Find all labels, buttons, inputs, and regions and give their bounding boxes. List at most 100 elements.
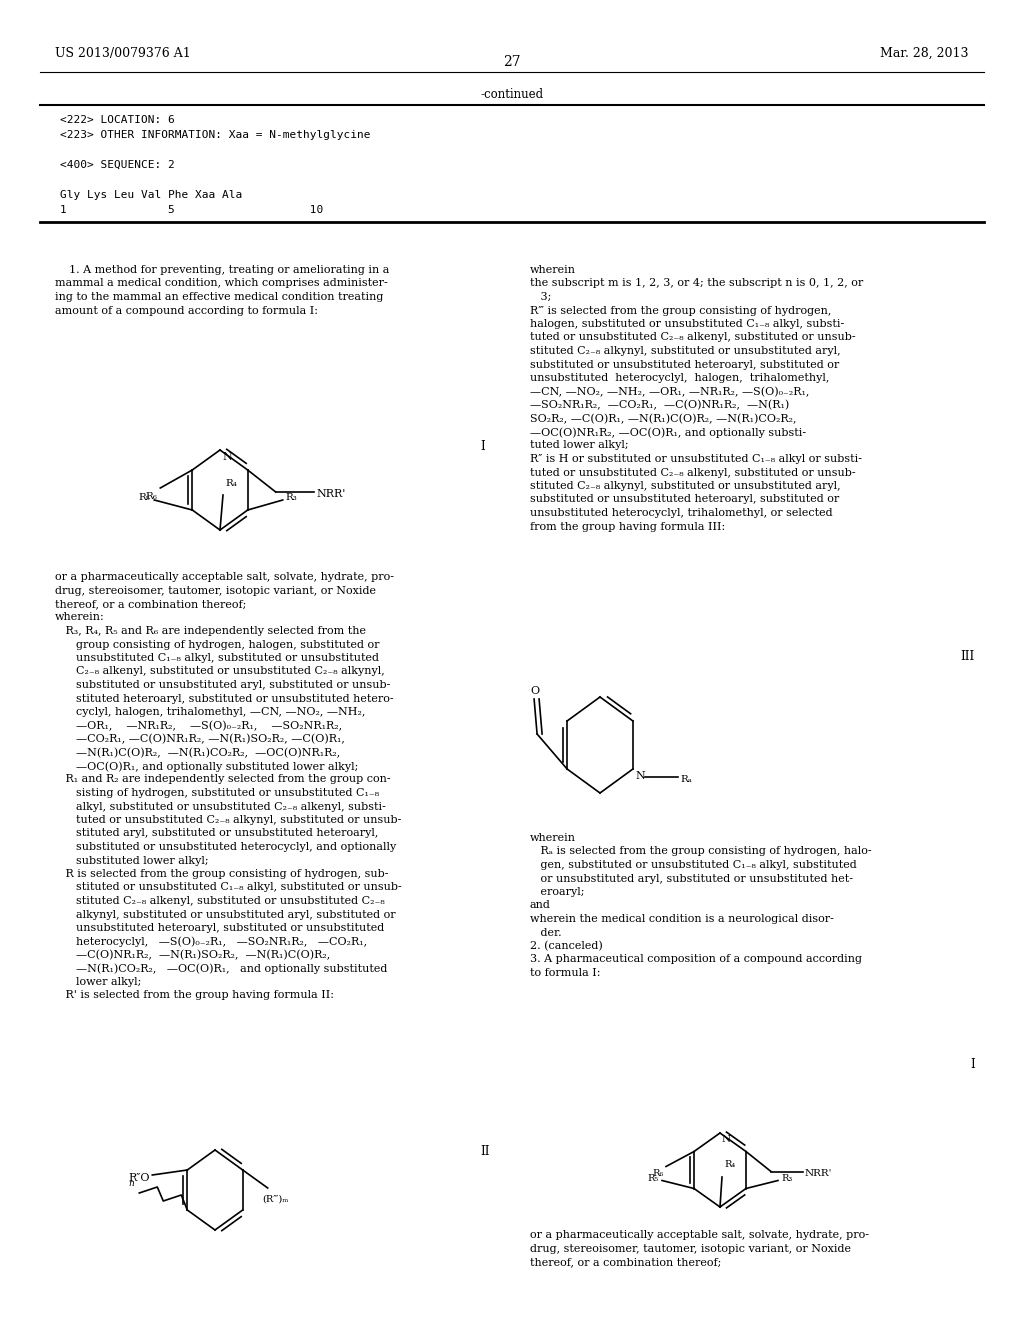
Text: alkyl, substituted or unsubstituted C₂₋₈ alkenyl, substi-: alkyl, substituted or unsubstituted C₂₋₈…	[55, 801, 386, 812]
Text: from the group having formula III:: from the group having formula III:	[530, 521, 725, 532]
Text: substituted or unsubstituted aryl, substituted or unsub-: substituted or unsubstituted aryl, subst…	[55, 680, 390, 690]
Text: drug, stereoisomer, tautomer, isotopic variant, or Noxide: drug, stereoisomer, tautomer, isotopic v…	[55, 586, 376, 595]
Text: ing to the mammal an effective medical condition treating: ing to the mammal an effective medical c…	[55, 292, 383, 302]
Text: unsubstituted  heterocyclyl,  halogen,  trihalomethyl,: unsubstituted heterocyclyl, halogen, tri…	[530, 374, 829, 383]
Text: gen, substituted or unsubstituted C₁₋₈ alkyl, substituted: gen, substituted or unsubstituted C₁₋₈ a…	[530, 861, 857, 870]
Text: thereof, or a combination thereof;: thereof, or a combination thereof;	[55, 599, 247, 609]
Text: <222> LOCATION: 6: <222> LOCATION: 6	[60, 115, 175, 125]
Text: N: N	[722, 1135, 731, 1144]
Text: substituted lower alkyl;: substituted lower alkyl;	[55, 855, 209, 866]
Text: unsubstituted heteroaryl, substituted or unsubstituted: unsubstituted heteroaryl, substituted or…	[55, 923, 384, 933]
Text: —OC(O)R₁, and optionally substituted lower alkyl;: —OC(O)R₁, and optionally substituted low…	[55, 762, 358, 772]
Text: Gly Lys Leu Val Phe Xaa Ala: Gly Lys Leu Val Phe Xaa Ala	[60, 190, 243, 201]
Text: I: I	[971, 1059, 975, 1071]
Text: R₃, R₄, R₅ and R₆ are independently selected from the: R₃, R₄, R₅ and R₆ are independently sele…	[55, 626, 366, 636]
Text: 2. (canceled): 2. (canceled)	[530, 941, 603, 952]
Text: III: III	[961, 649, 975, 663]
Text: NRR': NRR'	[316, 488, 346, 499]
Text: <223> OTHER INFORMATION: Xaa = N-methylglycine: <223> OTHER INFORMATION: Xaa = N-methylg…	[60, 129, 371, 140]
Text: R is selected from the group consisting of hydrogen, sub-: R is selected from the group consisting …	[55, 869, 388, 879]
Text: US 2013/0079376 A1: US 2013/0079376 A1	[55, 48, 190, 59]
Text: —CO₂R₁, —C(O)NR₁R₂, —N(R₁)SO₂R₂, —C(O)R₁,: —CO₂R₁, —C(O)NR₁R₂, —N(R₁)SO₂R₂, —C(O)R₁…	[55, 734, 345, 744]
Text: to formula I:: to formula I:	[530, 968, 600, 978]
Text: -continued: -continued	[480, 88, 544, 102]
Text: wherein:: wherein:	[55, 612, 104, 623]
Text: —OC(O)NR₁R₂, —OC(O)R₁, and optionally substi-: —OC(O)NR₁R₂, —OC(O)R₁, and optionally su…	[530, 426, 806, 437]
Text: tuted or unsubstituted C₂₋₈ alkenyl, substituted or unsub-: tuted or unsubstituted C₂₋₈ alkenyl, sub…	[530, 333, 856, 342]
Text: II: II	[480, 1144, 489, 1158]
Text: O: O	[530, 686, 540, 696]
Text: Mar. 28, 2013: Mar. 28, 2013	[881, 48, 969, 59]
Text: R″ is H or substituted or unsubstituted C₁₋₈ alkyl or substi-: R″ is H or substituted or unsubstituted …	[530, 454, 862, 465]
Text: Rₐ is selected from the group consisting of hydrogen, halo-: Rₐ is selected from the group consisting…	[530, 846, 871, 857]
Text: —OR₁,    —NR₁R₂,    —S(O)₀₋₂R₁,    —SO₂NR₁R₂,: —OR₁, —NR₁R₂, —S(O)₀₋₂R₁, —SO₂NR₁R₂,	[55, 721, 342, 731]
Text: mammal a medical condition, which comprises administer-: mammal a medical condition, which compri…	[55, 279, 388, 289]
Text: tuted or unsubstituted C₂₋₈ alkenyl, substituted or unsub-: tuted or unsubstituted C₂₋₈ alkenyl, sub…	[530, 467, 856, 478]
Text: R₅: R₅	[138, 494, 151, 503]
Text: the subscript m is 1, 2, 3, or 4; the subscript n is 0, 1, 2, or: the subscript m is 1, 2, 3, or 4; the su…	[530, 279, 863, 289]
Text: 1. A method for preventing, treating or ameliorating in a: 1. A method for preventing, treating or …	[55, 265, 389, 275]
Text: SO₂R₂, —C(O)R₁, —N(R₁)C(O)R₂, —N(R₁)CO₂R₂,: SO₂R₂, —C(O)R₁, —N(R₁)C(O)R₂, —N(R₁)CO₂R…	[530, 413, 797, 424]
Text: R₆: R₆	[652, 1170, 664, 1179]
Text: substituted or unsubstituted heterocyclyl, and optionally: substituted or unsubstituted heterocycly…	[55, 842, 396, 851]
Text: stituted heteroaryl, substituted or unsubstituted hetero-: stituted heteroaryl, substituted or unsu…	[55, 693, 393, 704]
Text: substituted or unsubstituted heteroaryl, substituted or: substituted or unsubstituted heteroaryl,…	[530, 359, 840, 370]
Text: lower alkyl;: lower alkyl;	[55, 977, 141, 987]
Text: <400> SEQUENCE: 2: <400> SEQUENCE: 2	[60, 160, 175, 170]
Text: heterocyclyl,   —S(O)₀₋₂R₁,   —SO₂NR₁R₂,   —CO₂R₁,: heterocyclyl, —S(O)₀₋₂R₁, —SO₂NR₁R₂, —CO…	[55, 936, 368, 946]
Text: R' is selected from the group having formula II:: R' is selected from the group having for…	[55, 990, 334, 1001]
Text: stituted aryl, substituted or unsubstituted heteroaryl,: stituted aryl, substituted or unsubstitu…	[55, 829, 379, 838]
Text: sisting of hydrogen, substituted or unsubstituted C₁₋₈: sisting of hydrogen, substituted or unsu…	[55, 788, 379, 799]
Text: R″O: R″O	[129, 1173, 151, 1183]
Text: tuted lower alkyl;: tuted lower alkyl;	[530, 441, 629, 450]
Text: substituted or unsubstituted heteroaryl, substituted or: substituted or unsubstituted heteroaryl,…	[530, 495, 840, 504]
Text: der.: der.	[530, 928, 561, 937]
Text: thereof, or a combination thereof;: thereof, or a combination thereof;	[530, 1257, 721, 1267]
Text: halogen, substituted or unsubstituted C₁₋₈ alkyl, substi-: halogen, substituted or unsubstituted C₁…	[530, 319, 844, 329]
Text: stituted or unsubstituted C₁₋₈ alkyl, substituted or unsub-: stituted or unsubstituted C₁₋₈ alkyl, su…	[55, 883, 401, 892]
Text: —SO₂NR₁R₂,  —CO₂R₁,  —C(O)NR₁R₂,  —N(R₁): —SO₂NR₁R₂, —CO₂R₁, —C(O)NR₁R₂, —N(R₁)	[530, 400, 790, 411]
Text: 3. A pharmaceutical composition of a compound according: 3. A pharmaceutical composition of a com…	[530, 954, 862, 965]
Text: stituted C₂₋₈ alkenyl, substituted or unsubstituted C₂₋₈: stituted C₂₋₈ alkenyl, substituted or un…	[55, 896, 385, 906]
Text: R₅: R₅	[648, 1173, 659, 1183]
Text: R₁ and R₂ are independently selected from the group con-: R₁ and R₂ are independently selected fro…	[55, 775, 390, 784]
Text: and: and	[530, 900, 551, 911]
Text: wherein the medical condition is a neurological disor-: wherein the medical condition is a neuro…	[530, 913, 834, 924]
Text: cyclyl, halogen, trihalomethyl, —CN, —NO₂, —NH₂,: cyclyl, halogen, trihalomethyl, —CN, —NO…	[55, 708, 366, 717]
Text: or a pharmaceutically acceptable salt, solvate, hydrate, pro-: or a pharmaceutically acceptable salt, s…	[55, 572, 394, 582]
Text: R₄: R₄	[724, 1160, 735, 1170]
Text: Rₐ: Rₐ	[681, 775, 693, 784]
Text: NRR': NRR'	[805, 1170, 833, 1177]
Text: R₃: R₃	[286, 494, 297, 503]
Text: N: N	[222, 451, 231, 462]
Text: R₃: R₃	[781, 1173, 793, 1183]
Text: stituted C₂₋₈ alkynyl, substituted or unsubstituted aryl,: stituted C₂₋₈ alkynyl, substituted or un…	[530, 480, 841, 491]
Text: amount of a compound according to formula I:: amount of a compound according to formul…	[55, 305, 318, 315]
Text: —N(R₁)CO₂R₂,   —OC(O)R₁,   and optionally substituted: —N(R₁)CO₂R₂, —OC(O)R₁, and optionally su…	[55, 964, 387, 974]
Text: I: I	[480, 440, 484, 453]
Text: —C(O)NR₁R₂,  —N(R₁)SO₂R₂,  —N(R₁)C(O)R₂,: —C(O)NR₁R₂, —N(R₁)SO₂R₂, —N(R₁)C(O)R₂,	[55, 950, 331, 961]
Text: eroaryl;: eroaryl;	[530, 887, 585, 898]
Text: tuted or unsubstituted C₂₋₈ alkynyl, substituted or unsub-: tuted or unsubstituted C₂₋₈ alkynyl, sub…	[55, 814, 401, 825]
Text: C₂₋₈ alkenyl, substituted or unsubstituted C₂₋₈ alkynyl,: C₂₋₈ alkenyl, substituted or unsubstitut…	[55, 667, 385, 676]
Text: R‴ is selected from the group consisting of hydrogen,: R‴ is selected from the group consisting…	[530, 305, 831, 315]
Text: wherein: wherein	[530, 833, 575, 843]
Text: R₆: R₆	[145, 492, 158, 502]
Text: group consisting of hydrogen, halogen, substituted or: group consisting of hydrogen, halogen, s…	[55, 639, 380, 649]
Text: or a pharmaceutically acceptable salt, solvate, hydrate, pro-: or a pharmaceutically acceptable salt, s…	[530, 1230, 869, 1239]
Text: R₄: R₄	[225, 479, 237, 488]
Text: 3;: 3;	[530, 292, 551, 302]
Text: wherein: wherein	[530, 265, 575, 275]
Text: 27: 27	[503, 55, 521, 69]
Text: stituted C₂₋₈ alkynyl, substituted or unsubstituted aryl,: stituted C₂₋₈ alkynyl, substituted or un…	[530, 346, 841, 356]
Text: n: n	[129, 1179, 134, 1188]
Text: 1               5                    10: 1 5 10	[60, 205, 324, 215]
Text: unsubstituted C₁₋₈ alkyl, substituted or unsubstituted: unsubstituted C₁₋₈ alkyl, substituted or…	[55, 653, 379, 663]
Text: alkynyl, substituted or unsubstituted aryl, substituted or: alkynyl, substituted or unsubstituted ar…	[55, 909, 395, 920]
Text: drug, stereoisomer, tautomer, isotopic variant, or Noxide: drug, stereoisomer, tautomer, isotopic v…	[530, 1243, 851, 1254]
Text: (R‴)ₘ: (R‴)ₘ	[263, 1195, 289, 1204]
Text: —N(R₁)C(O)R₂,  —N(R₁)CO₂R₂,  —OC(O)NR₁R₂,: —N(R₁)C(O)R₂, —N(R₁)CO₂R₂, —OC(O)NR₁R₂,	[55, 747, 340, 758]
Text: N: N	[636, 771, 646, 781]
Text: —CN, —NO₂, —NH₂, —OR₁, —NR₁R₂, —S(O)₀₋₂R₁,: —CN, —NO₂, —NH₂, —OR₁, —NR₁R₂, —S(O)₀₋₂R…	[530, 387, 809, 397]
Text: or unsubstituted aryl, substituted or unsubstituted het-: or unsubstituted aryl, substituted or un…	[530, 874, 853, 883]
